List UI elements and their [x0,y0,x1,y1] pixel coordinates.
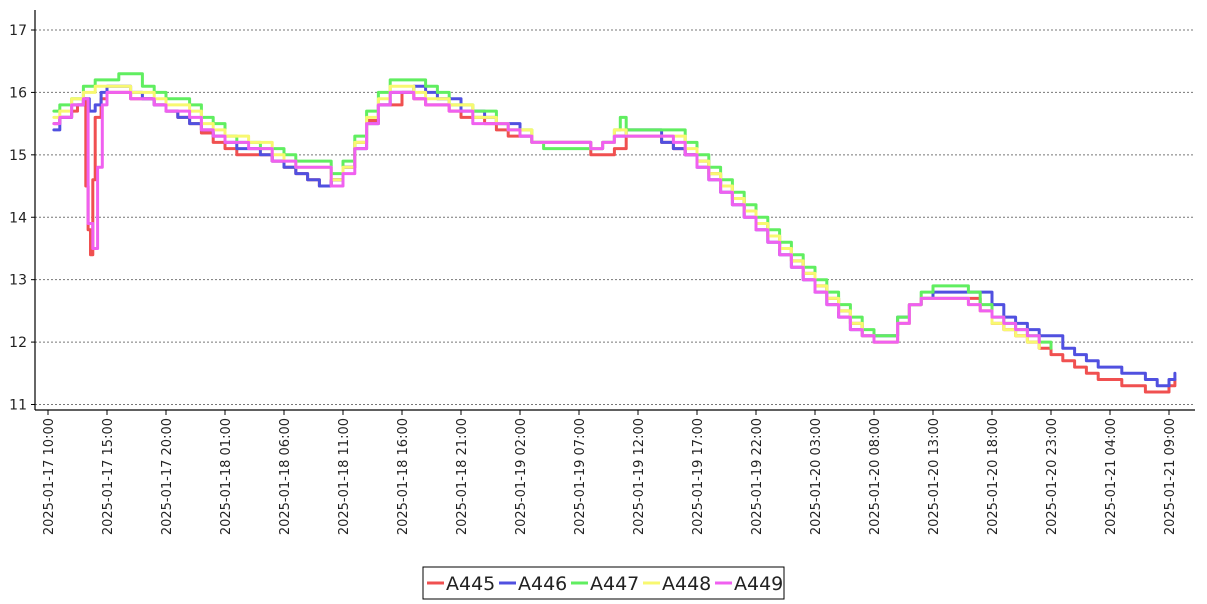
y-tick-label: 17 [9,23,27,39]
legend-label: A448 [662,573,711,595]
legend: A445 A446 A447 A448 A449 [422,566,785,600]
y-tick-label: 16 [9,85,27,101]
legend-label: A446 [518,573,567,595]
grid-layer [35,29,1195,405]
y-tick-label: 13 [9,273,27,289]
x-tick-label: 2025-01-20 13:00 [927,418,942,535]
legend-label: A447 [590,573,639,595]
x-tick-label: 2025-01-20 03:00 [809,418,824,535]
x-tick-label: 2025-01-20 18:00 [986,418,1001,535]
x-tick-label: 2025-01-18 16:00 [396,418,411,535]
x-tick-label: 2025-01-18 06:00 [278,418,293,535]
legend-label: A449 [734,573,783,595]
x-tick-label: 2025-01-19 12:00 [632,418,647,535]
y-tick-label: 11 [9,398,27,414]
y-tick-label: 15 [9,148,27,164]
x-tick-label: 2025-01-21 04:00 [1104,418,1119,535]
x-tick-label: 2025-01-17 10:00 [42,418,57,535]
x-tick-label: 2025-01-19 22:00 [750,418,765,535]
series-line-a447 [52,72,1053,350]
x-tick-label: 2025-01-21 09:00 [1163,418,1178,535]
y-tick-label: 14 [9,210,27,226]
x-tick-label: 2025-01-20 23:00 [1045,418,1060,535]
x-tick-label: 2025-01-17 20:00 [160,418,175,535]
x-tick-label: 2025-01-18 01:00 [219,418,234,535]
x-tick-label: 2025-01-20 08:00 [868,418,883,535]
series-line-a449 [52,90,1041,344]
x-tick-label: 2025-01-17 15:00 [101,418,116,535]
series-layer [52,72,1177,394]
x-tick-label: 2025-01-19 17:00 [691,418,706,535]
x-tick-label: 2025-01-18 11:00 [337,418,352,535]
axis-layer: 11 12 13 14 15 16 17 2025-01-17 10:00 2025-01-17… [9,10,1195,535]
x-tick-label: 2025-01-19 02:00 [514,418,529,535]
x-tick-label: 2025-01-19 07:00 [573,418,588,535]
x-tick-label: 2025-01-18 21:00 [455,418,470,535]
legend-label: A445 [446,573,495,595]
y-tick-label: 12 [9,335,27,351]
